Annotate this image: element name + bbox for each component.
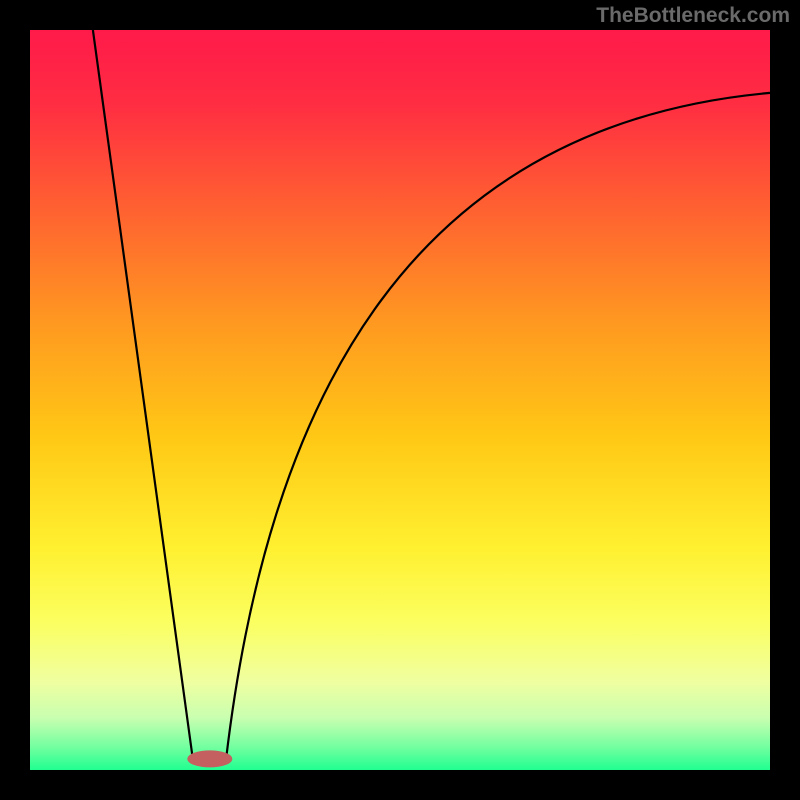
watermark-text: TheBottleneck.com <box>596 4 790 28</box>
bottleneck-chart: TheBottleneck.com <box>0 0 800 800</box>
chart-canvas <box>0 0 800 800</box>
